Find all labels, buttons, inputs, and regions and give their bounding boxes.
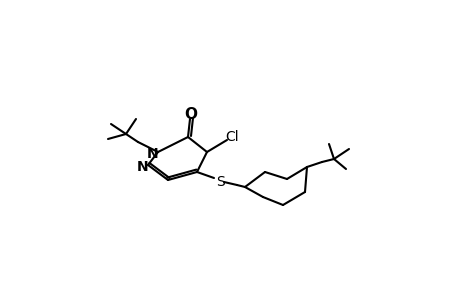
Text: Cl: Cl: [225, 130, 238, 144]
Text: S: S: [216, 175, 225, 189]
Text: O: O: [184, 106, 197, 122]
Text: N: N: [147, 147, 158, 161]
Text: N: N: [137, 160, 149, 174]
